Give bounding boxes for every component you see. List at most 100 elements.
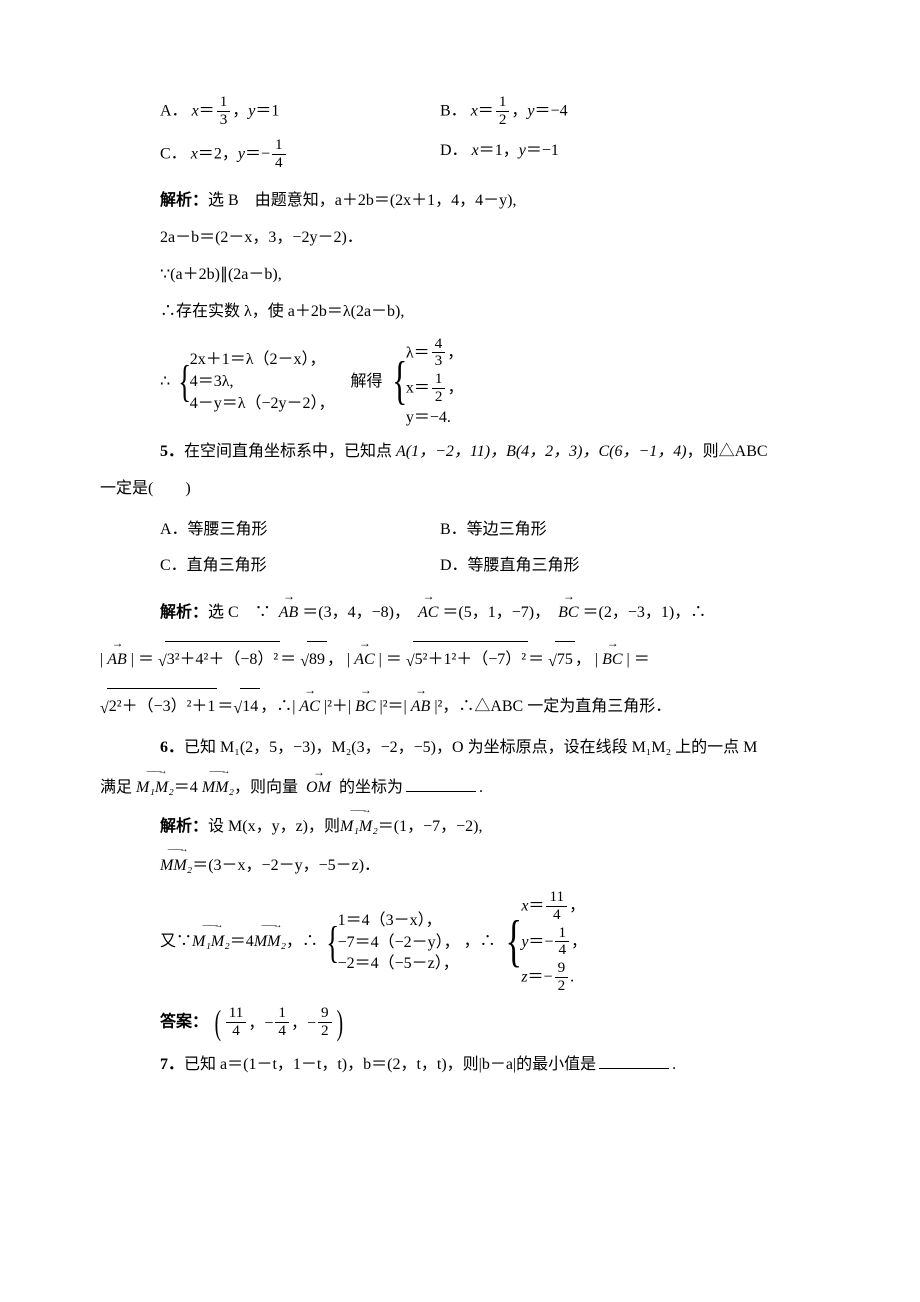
- q4-analysis-line1: 解析：选 B 由题意知，a＋2b＝(2x＋1，4，4－y),: [160, 187, 800, 214]
- den: 4: [546, 907, 567, 925]
- eq: −2＝4（−5－z），: [338, 953, 460, 975]
- num: 4: [432, 336, 446, 354]
- q6-system: 又∵M₁M₂＝4MM₂，∴ { 1＝4（3－x）， −7＝4（−2－y）， −2…: [160, 889, 800, 995]
- text: 一定是( ): [100, 480, 191, 497]
- num: 1: [496, 94, 510, 112]
- num: 9: [555, 960, 569, 978]
- analysis-label: 解析：: [160, 604, 208, 621]
- text: ＝4: [230, 933, 254, 950]
- den: 2: [496, 112, 510, 130]
- q4-options: A． x＝13，y＝1 B． x＝12，y＝−4 C． x＝2，y＝−14 D．…: [160, 90, 800, 177]
- text: 设 M(x，y，z)，则: [208, 818, 340, 835]
- answer-choice: 选 C: [208, 604, 239, 621]
- val: 2: [214, 146, 222, 163]
- q6-analysis-2: MM₂＝(3－x，−2－y，−5－z)．: [160, 850, 800, 879]
- num: 1: [275, 1005, 289, 1023]
- radicand: 5²＋1²＋（−7）²: [413, 641, 528, 677]
- therefore: ∴: [160, 373, 170, 390]
- num: 1: [432, 371, 446, 389]
- answer-label: 答案：: [160, 1014, 208, 1031]
- den: 3: [432, 353, 446, 371]
- num: 1: [217, 94, 231, 112]
- den: 4: [226, 1023, 247, 1041]
- q5-stem: 5．在空间直角坐标系中，已知点 A(1，−2，11)，B(4，2，3)，C(6，…: [160, 438, 800, 465]
- val: 1: [271, 102, 279, 119]
- q5-opt-d: D．等腰直角三角形: [440, 548, 720, 583]
- eq: 1＝4（3－x），: [338, 910, 460, 932]
- text: ，则△ABC: [687, 443, 768, 460]
- q4-opt-b: B． x＝12，y＝−4: [440, 90, 720, 133]
- den: 2: [318, 1023, 332, 1041]
- text: 由题意知，a＋2b＝(2x＋1，4，4－y),: [255, 192, 517, 209]
- radicand: 89: [307, 641, 327, 677]
- eq: 4＝3λ,: [190, 371, 335, 393]
- period: .: [479, 779, 483, 796]
- q5-analysis-2: | AB | ＝ √3²＋4²＋（−8）²＝ √89， | AC | ＝ √5²…: [100, 640, 800, 677]
- blank-fill: [599, 1054, 669, 1069]
- eq: λ＝: [406, 344, 430, 361]
- blank-fill: [406, 776, 476, 791]
- q5-opt-a: A．等腰三角形: [160, 512, 440, 547]
- opt-label: C．: [160, 146, 187, 163]
- den: 4: [275, 1023, 289, 1041]
- num: 1: [555, 925, 569, 943]
- num: 1: [272, 137, 286, 155]
- eq: y＝−4.: [406, 409, 451, 426]
- q5-options: A．等腰三角形 B．等边三角形 C．直角三角形 D．等腰直角三角形: [160, 512, 800, 582]
- eq: −7＝4（−2－y），: [338, 932, 460, 954]
- q4-analysis-line4: ∴存在实数 λ，使 a＋2b＝λ(2a－b),: [160, 298, 800, 325]
- num: 9: [318, 1005, 332, 1023]
- val: −1: [542, 142, 559, 159]
- eq: 2x＋1＝λ（2－x），: [190, 349, 335, 371]
- analysis-label: 解析：: [160, 192, 208, 209]
- points: A(1，−2，11)，B(4，2，3)，C(6，−1，4): [396, 443, 687, 460]
- q6-stem: 6．已知 M₁(2，5，−3)，M₂(3，−2，−5)，O 为坐标原点，设在线段…: [160, 734, 800, 761]
- vec-val: ＝(3，4，−8)，: [302, 604, 410, 621]
- text: ，∴△ABC 一定为直角三角形．: [442, 698, 671, 715]
- val: 1: [495, 142, 503, 159]
- text: ，则向量: [234, 779, 302, 796]
- den: 4: [272, 155, 286, 173]
- text: 已知 M₁(2，5，−3)，M₂(3，−2，−5)，O 为坐标原点，设在线段 M…: [184, 739, 757, 756]
- val: −4: [551, 102, 568, 119]
- den: 2: [432, 389, 446, 407]
- text: ＝(3－x，−2－y，−5－z)．: [192, 857, 380, 874]
- q6-stem2: 满足 M₁M₂＝4 MM₂，则向量 OM 的坐标为.: [100, 772, 800, 801]
- text: 满足: [100, 779, 136, 796]
- text: ∴: [480, 933, 496, 950]
- q4-opt-a: A． x＝13，y＝1: [160, 90, 440, 133]
- q4-opt-c: C． x＝2，y＝−14: [160, 133, 440, 176]
- text: ∵(a＋2b)∥(2a－b),: [160, 266, 282, 283]
- q5-opt-c: C．直角三角形: [160, 548, 440, 583]
- radicand: 3²＋4²＋（−8）²: [165, 641, 280, 677]
- q4-system: ∴ { 2x＋1＝λ（2－x）， 4＝3λ, 4－y＝λ（−2y－2）， 解得 …: [160, 336, 800, 428]
- text: 的坐标为: [335, 779, 403, 796]
- text: ，∴: [286, 933, 318, 950]
- analysis-label: 解析：: [160, 818, 208, 835]
- opt-label: B．: [440, 102, 467, 119]
- vec-val: ＝(2，−3，1)，: [583, 604, 691, 621]
- opt-label: D．: [440, 142, 468, 159]
- q5-stem2: 一定是( ): [100, 475, 800, 502]
- text: ＝(1，−7，−2),: [378, 818, 483, 835]
- text: ∴存在实数 λ，使 a＋2b＝λ(2a－b),: [160, 303, 404, 320]
- num: 11: [546, 889, 567, 907]
- qnum: 5．: [160, 443, 184, 460]
- solve: 解得: [351, 373, 383, 390]
- radicand: 14: [240, 688, 260, 724]
- vec-val: ＝(5，1，−7)，: [442, 604, 550, 621]
- den: 3: [217, 112, 231, 130]
- den: 2: [555, 978, 569, 996]
- eq: x＝: [406, 379, 430, 396]
- q5-analysis-3: √2²＋（−3）²＋1＝√14，∴| AC |²＋| BC |²＝| AB |²…: [100, 687, 800, 724]
- q7-stem: 7．已知 a＝(1－t，1－t，t)，b＝(2，t，t)，则|b－a|的最小值是…: [160, 1051, 800, 1078]
- radicand: 75: [555, 641, 575, 677]
- q5-analysis: 解析：选 C ∵ AB ＝(3，4，−8)， AC ＝(5，1，−7)， BC …: [160, 593, 800, 630]
- den: 4: [555, 942, 569, 960]
- eq: 4－y＝λ（−2y－2），: [190, 393, 335, 415]
- q6-answer: 答案： ( 114，−14，−92 ): [160, 1005, 800, 1040]
- q6-analysis-1: 解析：设 M(x，y，z)，则M₁M₂＝(1，−7，−2),: [160, 811, 800, 840]
- opt-label: A．: [160, 102, 188, 119]
- q4-analysis-line2: 2a－b＝(2－x，3，−2y－2)．: [160, 224, 800, 251]
- radicand: 2²＋（−3）²＋1: [107, 688, 218, 724]
